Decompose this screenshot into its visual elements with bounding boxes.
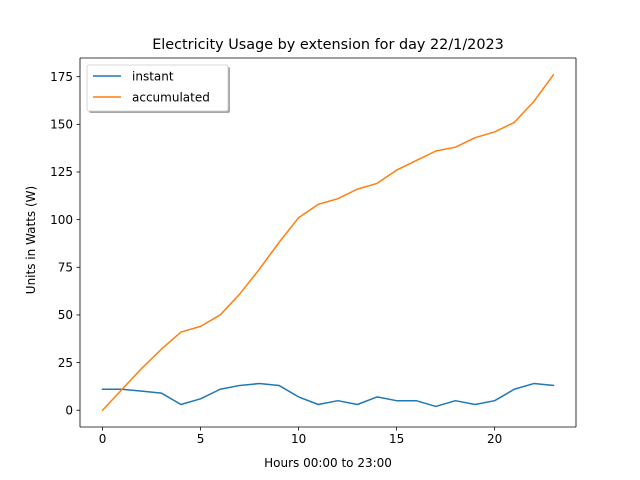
y-tick-label: 75 bbox=[58, 260, 73, 274]
x-tick-label: 20 bbox=[487, 432, 502, 446]
legend: instant accumulated bbox=[86, 64, 230, 113]
x-tick-label: 10 bbox=[291, 432, 306, 446]
y-axis-label: Units in Watts (W) bbox=[24, 186, 38, 294]
x-tick-label: 15 bbox=[389, 432, 404, 446]
plot-background bbox=[80, 58, 576, 427]
y-tick-label: 100 bbox=[50, 213, 73, 227]
y-tick-label: 0 bbox=[65, 403, 73, 417]
x-tick-label: 5 bbox=[197, 432, 205, 446]
x-axis-ticks: 0 5 10 15 20 bbox=[99, 427, 502, 446]
chart-title: Electricity Usage by extension for day 2… bbox=[152, 37, 504, 53]
legend-label-accumulated: accumulated bbox=[132, 90, 210, 104]
y-tick-label: 150 bbox=[50, 118, 73, 132]
axes bbox=[79, 57, 577, 428]
series-line-accumulated bbox=[101, 73, 555, 412]
plot-area bbox=[80, 58, 576, 427]
y-tick-label: 125 bbox=[50, 165, 73, 179]
y-tick-label: 50 bbox=[58, 308, 73, 322]
y-axis-ticks: 0 25 50 75 100 125 150 175 bbox=[50, 70, 80, 417]
y-tick-label: 25 bbox=[58, 356, 73, 370]
x-tick-label: 0 bbox=[99, 432, 107, 446]
y-tick-label: 175 bbox=[50, 70, 73, 84]
series-layer bbox=[101, 73, 555, 412]
legend-label-instant: instant bbox=[132, 69, 174, 83]
series-line-instant bbox=[101, 382, 555, 408]
legend-box bbox=[86, 64, 229, 112]
x-axis-label: Hours 00:00 to 23:00 bbox=[264, 456, 392, 470]
